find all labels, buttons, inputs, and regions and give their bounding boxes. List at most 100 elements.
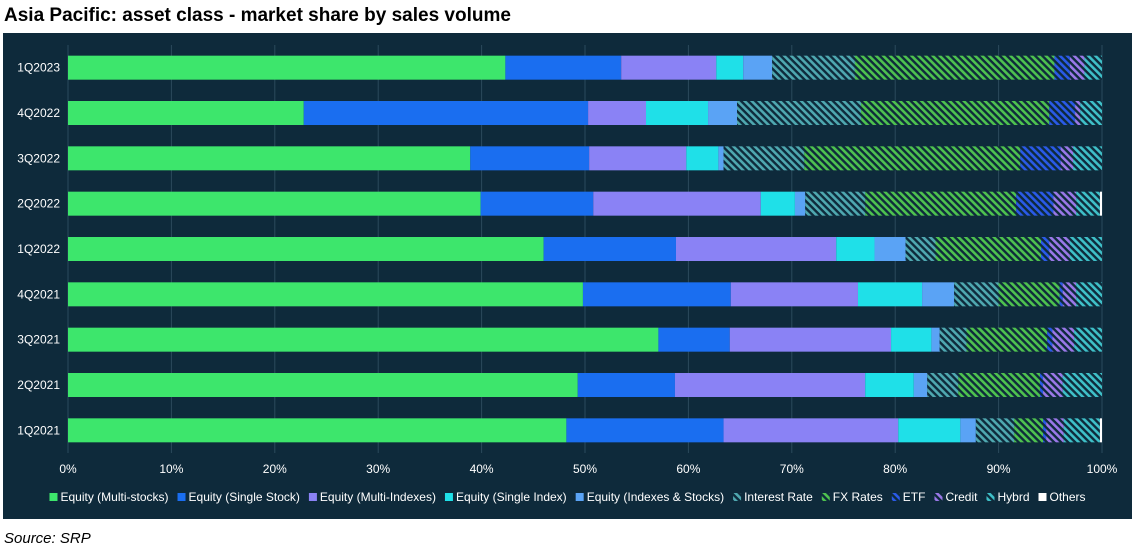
bar-segment-equity-indexes-stocks-1q2023 xyxy=(743,55,773,80)
bar-segment-interest-rate-2q2022 xyxy=(805,191,866,216)
x-tick-label: 80% xyxy=(883,462,907,476)
bar-segment-equity-single-stock-3q2022 xyxy=(470,146,590,171)
legend-label: Hybrd xyxy=(997,490,1029,504)
bar-segment-etf-1q2023 xyxy=(1054,55,1070,80)
legend-swatch xyxy=(444,493,453,501)
bar-segment-equity-indexes-stocks-3q2022 xyxy=(718,146,724,171)
bar-segment-equity-single-index-3q2021 xyxy=(891,327,932,352)
bar-segment-equity-multi-indexes-1q2023 xyxy=(621,55,717,80)
bar-segment-hybrd-1q2023 xyxy=(1084,55,1102,80)
bar-segment-hybrd-2q2022 xyxy=(1076,191,1100,216)
legend-swatch xyxy=(821,493,830,501)
legend-item-equity-single-stock: Equity (Single Stock) xyxy=(177,490,300,504)
x-tick-label: 60% xyxy=(676,462,700,476)
legend-label: FX Rates xyxy=(833,490,883,504)
bar-segment-equity-single-index-2q2021 xyxy=(865,373,914,397)
bar-segment-equity-multi-stocks-2q2022 xyxy=(68,191,481,216)
bar-segment-equity-multi-stocks-1q2023 xyxy=(68,55,506,80)
bar-segment-credit-2q2021 xyxy=(1043,373,1063,397)
bar-segment-hybrd-3q2021 xyxy=(1074,327,1102,352)
category-label: 3Q2021 xyxy=(17,333,60,347)
bar-segment-fx-rates-4q2022 xyxy=(861,101,1050,125)
legend-item-equity-multi-indexes: Equity (Multi-Indexes) xyxy=(308,490,436,504)
bar-segment-hybrd-2q2021 xyxy=(1062,373,1102,397)
bar-segment-equity-single-stock-2q2022 xyxy=(480,191,594,216)
bar-segment-hybrd-4q2022 xyxy=(1080,101,1102,125)
bar-segment-credit-3q2022 xyxy=(1060,146,1074,171)
legend-label: Equity (Single Index) xyxy=(456,490,567,504)
category-label: 2Q2021 xyxy=(17,378,60,392)
legend-label: Others xyxy=(1050,490,1086,504)
category-label: 1Q2022 xyxy=(17,242,60,256)
bar-segment-equity-single-stock-3q2021 xyxy=(658,327,730,352)
bar-segment-hybrd-3q2022 xyxy=(1073,146,1102,171)
legend-swatch xyxy=(575,493,584,501)
bar-segment-fx-rates-2q2021 xyxy=(958,373,1040,397)
bar-segment-interest-rate-4q2021 xyxy=(954,282,999,307)
legend-label: Interest Rate xyxy=(744,490,813,504)
bar-segment-interest-rate-2q2021 xyxy=(927,373,959,397)
bar-segment-credit-4q2022 xyxy=(1075,101,1081,125)
legend-item-fx-rates: FX Rates xyxy=(821,490,883,504)
legend: Equity (Multi-stocks) Equity (Single Stoc… xyxy=(49,490,1086,504)
x-tick-labels: 0% 10% 20% 30% 40% 50% 60% 70% 80% 90% 100% xyxy=(59,462,1117,476)
x-tick-label: 100% xyxy=(1087,462,1118,476)
bar-segment-equity-single-index-4q2022 xyxy=(646,101,709,125)
source-note: Source: SRP xyxy=(4,530,91,547)
bar-segment-equity-indexes-stocks-1q2021 xyxy=(960,418,976,443)
legend-swatch xyxy=(891,493,900,501)
bar-segment-fx-rates-1q2022 xyxy=(935,237,1041,261)
bar-segment-credit-1q2021 xyxy=(1046,418,1064,443)
legend-label: Equity (Multi-stocks) xyxy=(60,490,168,504)
bar-segment-etf-2q2021 xyxy=(1039,373,1044,397)
bar-segment-equity-single-index-3q2022 xyxy=(686,146,719,171)
bar-segment-interest-rate-1q2022 xyxy=(905,237,936,261)
bar-segment-interest-rate-1q2023 xyxy=(772,55,855,80)
bar-segment-others-2q2022 xyxy=(1099,191,1102,216)
legend-item-others: Others xyxy=(1038,490,1086,504)
bar-segment-equity-multi-indexes-4q2021 xyxy=(730,282,858,307)
bar-segment-equity-indexes-stocks-4q2022 xyxy=(708,101,737,125)
bars xyxy=(68,55,1102,443)
x-tick-label: 0% xyxy=(59,462,77,476)
bar-segment-equity-single-stock-4q2021 xyxy=(582,282,731,307)
bar-segment-equity-multi-stocks-1q2022 xyxy=(68,237,544,261)
bar-segment-etf-2q2022 xyxy=(1016,191,1054,216)
bar-segment-equity-multi-indexes-3q2021 xyxy=(729,327,892,352)
bar-segment-fx-rates-2q2022 xyxy=(865,191,1017,216)
legend-item-hybrd: Hybrd xyxy=(986,490,1030,504)
bar-segment-equity-indexes-stocks-2q2021 xyxy=(913,373,928,397)
bar-segment-etf-4q2022 xyxy=(1049,101,1076,125)
bar-segment-interest-rate-4q2022 xyxy=(736,101,862,125)
legend-label: Credit xyxy=(945,490,978,504)
bar-segment-hybrd-1q2022 xyxy=(1069,237,1102,261)
bar-segment-credit-3q2021 xyxy=(1052,327,1075,352)
legend-item-credit: Credit xyxy=(934,490,978,504)
category-label: 1Q2023 xyxy=(17,61,60,75)
x-tick-label: 40% xyxy=(470,462,494,476)
bar-segment-credit-2q2022 xyxy=(1053,191,1077,216)
bar-segment-fx-rates-1q2021 xyxy=(1014,418,1044,443)
legend-swatch xyxy=(733,493,742,501)
legend-item-equity-multi-stocks: Equity (Multi-stocks) xyxy=(49,490,169,504)
legend-item-equity-indexes-stocks: Equity (Indexes & Stocks) xyxy=(575,490,724,504)
category-label: 3Q2022 xyxy=(17,151,60,165)
legend-label: Equity (Single Stock) xyxy=(189,490,300,504)
category-label: 4Q2021 xyxy=(17,287,60,301)
bar-segment-etf-1q2021 xyxy=(1043,418,1047,443)
legend-swatch xyxy=(177,493,186,501)
bar-segment-equity-multi-indexes-2q2022 xyxy=(593,191,761,216)
legend-label: ETF xyxy=(903,490,926,504)
legend-swatch xyxy=(49,493,58,501)
bar-segment-equity-indexes-stocks-3q2021 xyxy=(931,327,940,352)
legend-swatch xyxy=(934,493,943,501)
category-label: 4Q2022 xyxy=(17,106,60,120)
bar-segment-equity-single-index-4q2021 xyxy=(857,282,923,307)
bar-segment-etf-1q2022 xyxy=(1040,237,1050,261)
legend-label: Equity (Indexes & Stocks) xyxy=(587,490,724,504)
legend-item-equity-single-index: Equity (Single Index) xyxy=(444,490,567,504)
bar-segment-interest-rate-3q2021 xyxy=(939,327,967,352)
chart-title: Asia Pacific: asset class - market share… xyxy=(4,5,511,26)
bar-segment-equity-multi-stocks-4q2022 xyxy=(68,101,304,125)
bar-segment-equity-multi-indexes-4q2022 xyxy=(588,101,647,125)
